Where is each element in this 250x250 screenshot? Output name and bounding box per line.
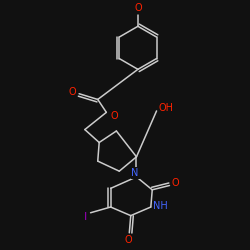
Text: O: O bbox=[124, 235, 132, 245]
Text: I: I bbox=[84, 212, 87, 222]
Text: O: O bbox=[68, 87, 76, 97]
Text: O: O bbox=[134, 3, 142, 13]
Text: OH: OH bbox=[158, 103, 174, 113]
Text: O: O bbox=[172, 178, 180, 188]
Text: NH: NH bbox=[152, 202, 167, 211]
Text: O: O bbox=[110, 111, 118, 121]
Text: N: N bbox=[131, 168, 139, 178]
